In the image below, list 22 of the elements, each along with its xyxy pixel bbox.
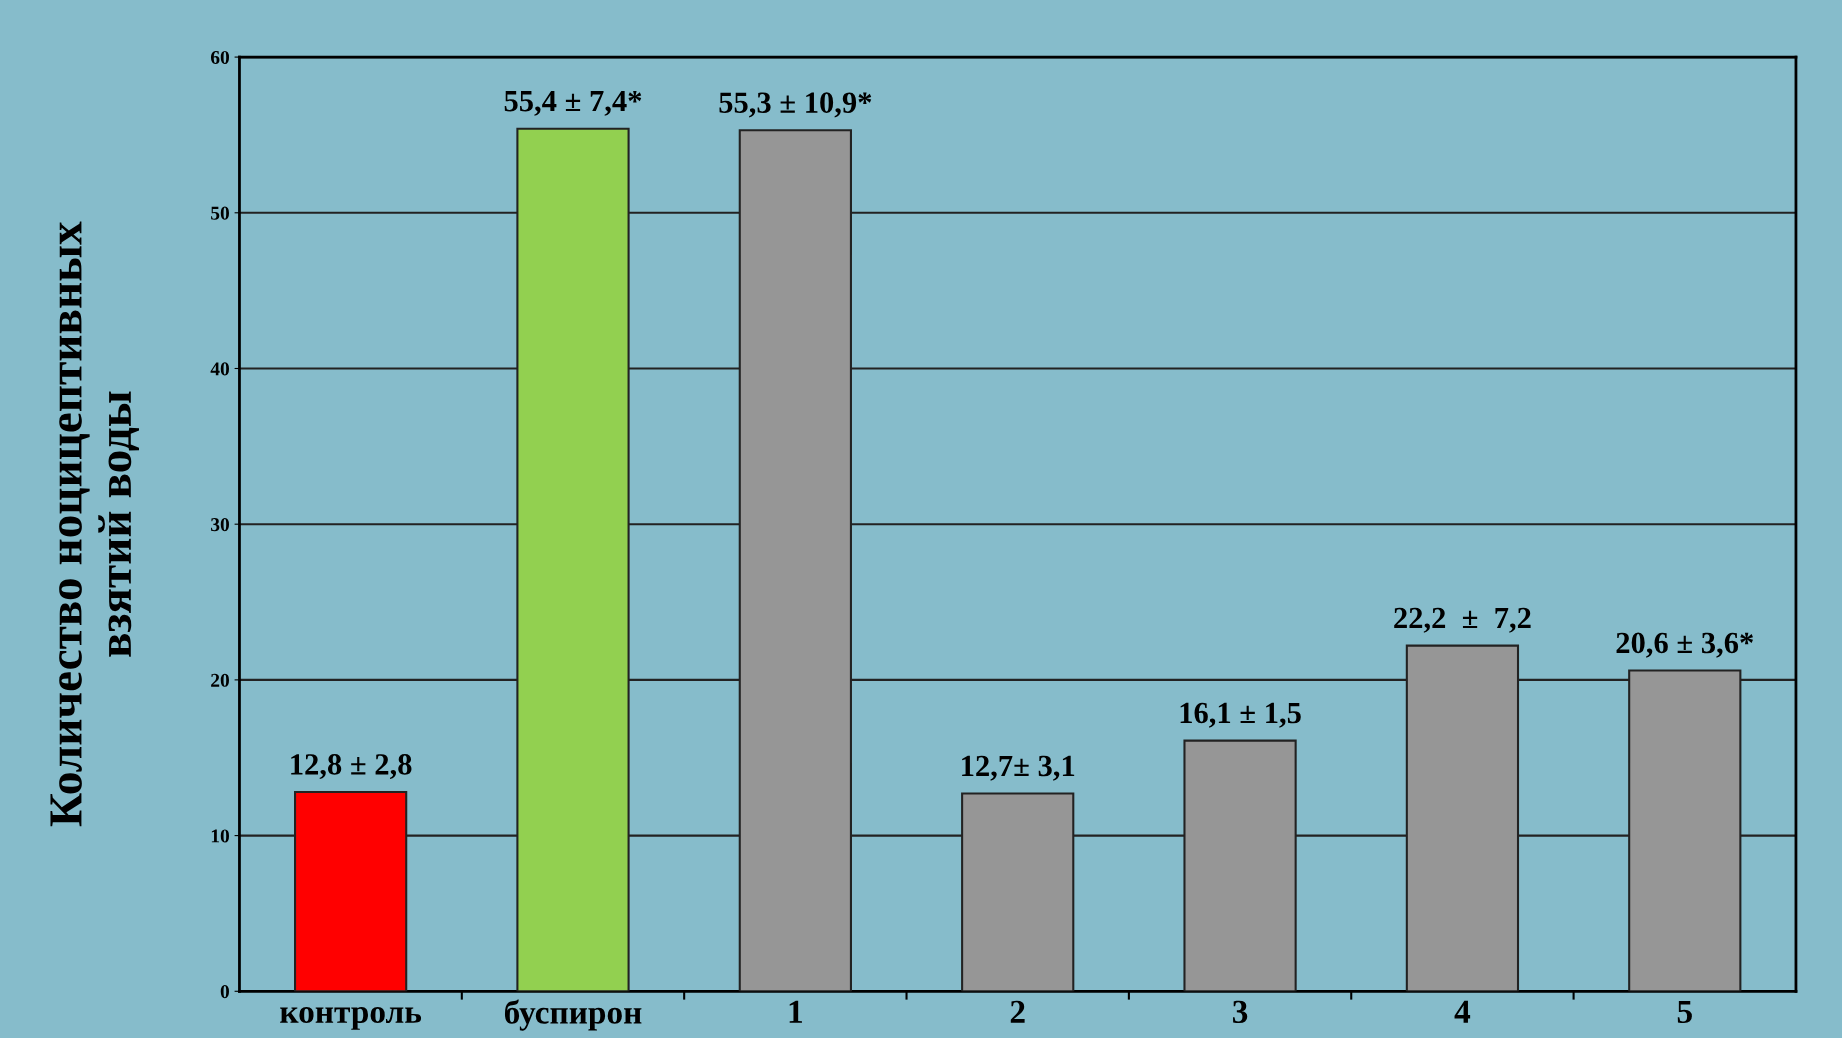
x-tick-label: 5 (1677, 1000, 1692, 1024)
data-label: 20,6 ± 3,6* (1616, 632, 1753, 658)
x-tick-label: 3 (1232, 1000, 1248, 1024)
x-tick-label: буспирон (504, 999, 642, 1031)
x-tick-label: контроль (280, 1007, 422, 1030)
x-tick-label: 2 (1010, 1000, 1025, 1023)
y-tick-label: 0 (220, 985, 229, 999)
y-axis-title: Количество ноцицептивных взятий воды (50, 221, 139, 827)
y-tick-label: 40 (210, 362, 229, 376)
y-tick-label: 50 (211, 206, 229, 220)
y-tick-label: 20 (211, 673, 229, 687)
data-label: 55,4 ± 7,4* (504, 90, 642, 116)
y-tick-label: 30 (211, 518, 229, 532)
data-label: 55,3 ± 10,9* (719, 92, 872, 118)
data-label: 16,1 ± 1,5 (1180, 702, 1301, 728)
x-tick-label: 4 (1454, 1000, 1471, 1023)
data-label: 12,7± 3,1 (962, 755, 1075, 781)
y-tick-label: 60 (210, 50, 229, 65)
data-label: 22,2 ± 7,2 (1394, 607, 1531, 633)
x-tick-label: 1 (789, 1000, 802, 1023)
data-label: 12,8 ± 2,8 (291, 754, 412, 780)
y-tick-label: 10 (211, 829, 229, 843)
